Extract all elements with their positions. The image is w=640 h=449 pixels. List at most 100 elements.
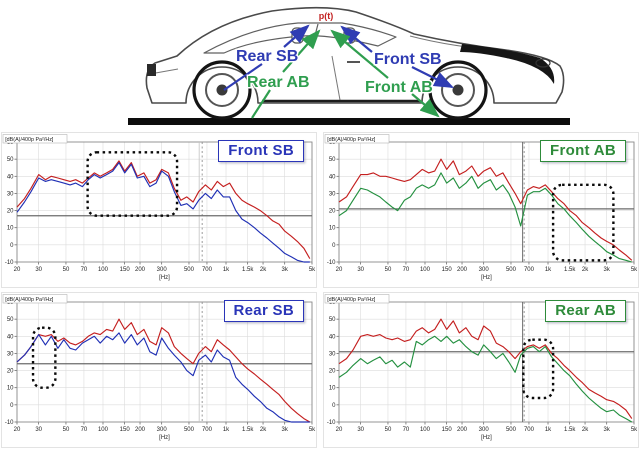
x-tick-label: 5k [631,427,638,433]
y-tick-label: 40 [7,174,14,180]
x-tick-label: 300 [157,267,168,273]
y-tick-label: 40 [329,174,336,180]
chart-title-badge: Front SB [218,140,304,162]
car-diagram: p(t) Rear SB Front SB Rear AB Front AB [0,0,640,130]
x-axis-unit-label: [Hz] [481,435,492,441]
x-tick-label: 300 [479,427,490,433]
y-tick-label: -10 [327,260,336,266]
x-tick-label: 300 [157,427,168,433]
car-label-front-ab: Front AB [365,79,433,96]
x-tick-label: 100 [98,427,109,433]
x-tick-label: 3k [282,427,289,433]
x-tick-label: 2k [582,267,589,273]
y-tick-label: 0 [10,243,14,249]
x-tick-label: 100 [98,267,109,273]
x-tick-label: 70 [81,427,88,433]
y-tick-label: 20 [329,209,336,215]
x-tick-label: 3k [604,267,611,273]
y-tick-label: 0 [332,243,336,249]
y-tick-label: 10 [7,386,14,392]
x-tick-label: 1.5k [242,427,254,433]
y-unit-label-box [2,294,68,304]
y-tick-label: 10 [329,226,336,232]
y-tick-label: 30 [329,351,336,357]
x-tick-label: 20 [14,427,21,433]
y-axis-unit-label: [dB(A)/400p Pa²/Hz] [327,297,376,303]
x-tick-label: 500 [506,267,517,273]
x-tick-label: 30 [35,267,42,273]
y-tick-label: 40 [329,334,336,340]
y-unit-label-box [2,134,68,144]
car-body-sketch [145,6,565,104]
axis-ticks: 203050701001502003005007001k1.5k2k3k5k60… [5,300,316,433]
y-tick-label: 20 [329,369,336,375]
x-tick-label: 700 [202,267,213,273]
x-tick-label: 500 [184,267,195,273]
y-axis-unit-label: [dB(A)/400p Pa²/Hz] [5,137,54,143]
x-tick-label: 5k [631,267,638,273]
series-green-line [338,335,633,423]
x-tick-label: 1k [545,427,552,433]
x-tick-label: 150 [120,427,131,433]
y-tick-label: 0 [332,403,336,409]
chart-rear-sb: Rear SB 20 30 50 70 100 150 200 300 500 700 1k 1.5k… [1,292,317,448]
chart-canvas: 203050701001502003005007001k1.5k2k3k5k60… [324,134,638,281]
highlight-region-box [522,338,555,400]
car-label-rear-ab: Rear AB [247,74,310,91]
chart-canvas: 203050701001502003005007001k1.5k2k3k5k60… [2,294,316,441]
x-tick-label: 150 [442,267,453,273]
x-tick-label: 50 [385,267,392,273]
x-tick-label: 5k [309,267,316,273]
x-tick-label: 30 [357,267,364,273]
chart-front-sb: Front SB 20 30 50 70 100 150 200 300 500 700 1k 1.5… [1,132,317,288]
y-tick-label: 30 [7,191,14,197]
x-tick-label: 2k [582,427,589,433]
x-tick-label: 3k [604,427,611,433]
x-tick-label: 1.5k [242,267,254,273]
y-tick-label: 30 [329,191,336,197]
plot-frame [16,141,313,263]
x-tick-label: 1.5k [564,427,576,433]
x-tick-label: 150 [442,427,453,433]
x-tick-label: 20 [14,267,21,273]
series-red-line [16,160,311,259]
series-red-line [338,158,633,261]
y-tick-label: 10 [329,386,336,392]
chart-canvas: 203050701001502003005007001k1.5k2k3k5k60… [2,134,316,281]
x-tick-label: 500 [506,427,517,433]
y-tick-label: 30 [7,351,14,357]
ground-line [128,118,570,125]
car-label-front-sb: Front SB [374,51,442,68]
x-tick-label: 30 [357,427,364,433]
rear-wheel [192,60,252,120]
x-tick-label: 70 [403,427,410,433]
y-axis-unit-label: [dB(A)/400p Pa²/Hz] [5,297,54,303]
x-tick-label: 700 [524,427,535,433]
y-tick-label: 50 [329,157,336,163]
y-unit-label-box [324,134,390,144]
highlight-region-box [31,326,57,389]
x-tick-label: 700 [202,427,213,433]
x-tick-label: 150 [120,267,131,273]
x-tick-label: 1k [223,267,230,273]
x-tick-label: 20 [336,267,343,273]
chart-title-badge: Front AB [540,140,626,162]
front-wheel [428,60,488,120]
x-tick-label: 5k [309,427,316,433]
x-axis-unit-label: [Hz] [159,435,170,441]
y-tick-label: 10 [7,226,14,232]
y-tick-label: 50 [7,157,14,163]
chart-rear-ab: Rear AB 20 30 50 70 100 150 200 300 500 700 1k 1.5k… [323,292,639,448]
series-blue-line [16,332,310,423]
y-tick-label: 20 [7,209,14,215]
x-tick-label: 700 [524,267,535,273]
x-tick-label: 50 [385,427,392,433]
x-axis-unit-label: [Hz] [159,275,170,281]
y-tick-label: -10 [327,420,336,426]
x-tick-label: 50 [63,427,70,433]
x-tick-label: 70 [403,267,410,273]
annotation-arrows [223,24,454,119]
x-axis-unit-label: [Hz] [481,275,492,281]
x-tick-label: 200 [135,427,146,433]
x-tick-label: 1k [223,427,230,433]
